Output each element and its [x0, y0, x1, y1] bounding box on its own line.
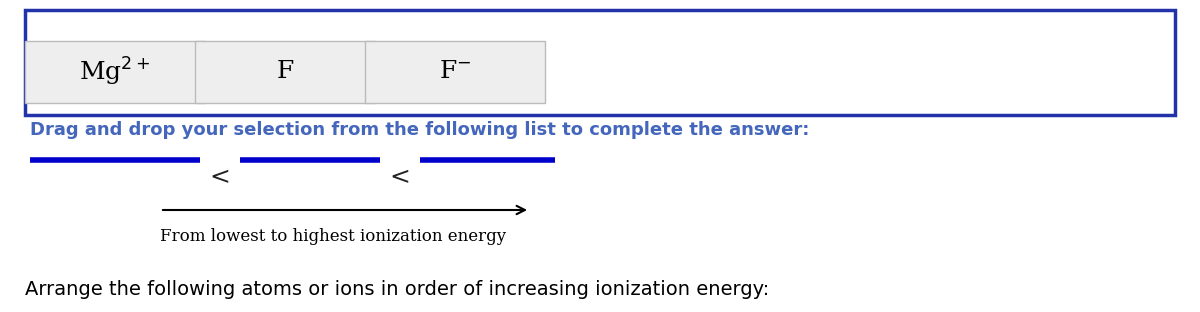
Text: From lowest to highest ionization energy: From lowest to highest ionization energy — [160, 228, 506, 245]
Text: <: < — [210, 167, 230, 189]
Text: Drag and drop your selection from the following list to complete the answer:: Drag and drop your selection from the fo… — [30, 121, 809, 139]
Bar — [25, 10, 1175, 115]
Text: Arrange the following atoms or ions in order of increasing ionization energy:: Arrange the following atoms or ions in o… — [25, 280, 769, 299]
Text: F: F — [276, 61, 294, 84]
Bar — [25, 41, 205, 103]
Text: F$^{-}$: F$^{-}$ — [439, 61, 472, 84]
Bar — [365, 41, 545, 103]
Bar — [194, 41, 374, 103]
Text: Mg$^{2+}$: Mg$^{2+}$ — [79, 56, 151, 88]
Text: <: < — [390, 167, 410, 189]
